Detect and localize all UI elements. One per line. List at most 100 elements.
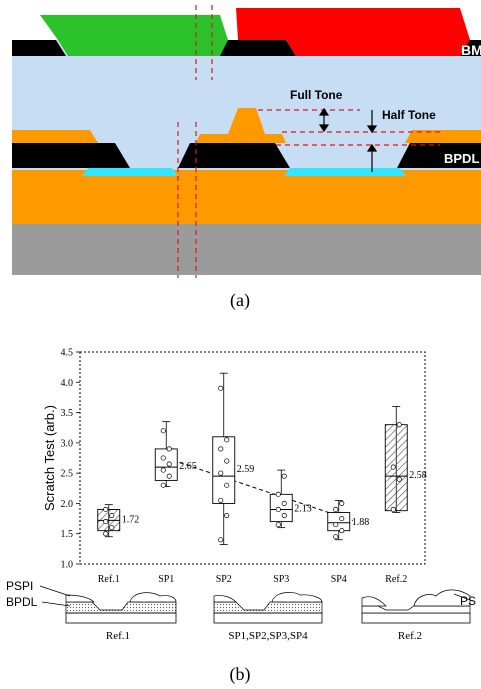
dashed-guides bbox=[177, 5, 440, 278]
tone-arrows bbox=[318, 107, 378, 172]
cyan-strip-left bbox=[82, 168, 178, 176]
pspi-label: PSPI bbox=[6, 579, 33, 593]
sp-bpdl bbox=[213, 601, 323, 614]
bpdl-label: BPDL bbox=[444, 151, 479, 166]
ref1-pspi bbox=[65, 592, 177, 603]
ref2-ps bbox=[361, 589, 471, 607]
y-tick-label-1: 1.5 bbox=[61, 529, 74, 540]
x-tick-label-5: Ref.2 bbox=[385, 574, 407, 585]
box-SP1: 2.65 bbox=[154, 421, 197, 488]
point-SP4-4 bbox=[333, 506, 339, 513]
point-SP3-0 bbox=[275, 522, 281, 528]
y-tick-label-5: 3.5 bbox=[61, 408, 74, 419]
point-Ref.1-3 bbox=[109, 512, 115, 519]
point-Ref.1-4 bbox=[103, 506, 109, 513]
point-SP3-1 bbox=[281, 512, 287, 519]
sp-pspi bbox=[213, 592, 323, 603]
point-SP3-5 bbox=[281, 473, 287, 479]
point-SP1-3 bbox=[166, 461, 172, 467]
point-Ref.2-1 bbox=[396, 476, 402, 482]
point-SP4-1 bbox=[339, 528, 345, 534]
cross-section-diagram: BM Full Tone Half Tone BPDL (a) bbox=[12, 5, 481, 311]
point-SP2-3 bbox=[224, 482, 230, 488]
gray-substrate bbox=[12, 222, 481, 275]
ref2-diagram-label: Ref.2 bbox=[398, 630, 422, 642]
x-tick-label-4: SP4 bbox=[331, 574, 347, 585]
trend-line-group bbox=[166, 457, 353, 522]
point-Ref.2-3 bbox=[396, 422, 402, 428]
box-rect-Ref.2 bbox=[384, 424, 408, 512]
ps-label: PS bbox=[460, 594, 476, 608]
value-label-Ref.1: 1.72 bbox=[122, 514, 140, 525]
x-tick-label-0: Ref.1 bbox=[98, 574, 120, 585]
caption-a: (a) bbox=[230, 290, 250, 311]
caption-b: (b) bbox=[230, 664, 251, 685]
box-rect-SP3 bbox=[269, 493, 293, 523]
point-SP4-3 bbox=[339, 516, 345, 522]
point-SP1-2 bbox=[160, 467, 166, 473]
point-Ref.1-0 bbox=[103, 531, 109, 537]
value-label-SP2: 2.59 bbox=[237, 464, 255, 475]
full-tone-arrow-down bbox=[318, 124, 330, 133]
box-group: 1.72 2.65 2.59 2.13 1.88 2.58 bbox=[97, 372, 427, 546]
point-SP2-4 bbox=[218, 470, 224, 476]
point-SP4-5 bbox=[339, 500, 345, 506]
half-tone-arrow-up bbox=[366, 143, 378, 152]
structure-diagrams: PSPI BPDL PS Ref.1 SP1,SP2,SP3,SP4 Ref.2 bbox=[6, 579, 476, 642]
full-tone-arrow-up bbox=[318, 107, 330, 116]
point-SP1-4 bbox=[160, 455, 166, 461]
scratch-test-chart: 1.0 1.5 2.0 2.5 3.0 3.5 4.0 4.5 Ref.1 SP1 SP2 SP3 S… bbox=[6, 348, 476, 686]
x-tick-label-3: SP3 bbox=[273, 574, 289, 585]
x-tick-label-1: SP1 bbox=[158, 574, 174, 585]
y-axis: 1.0 1.5 2.0 2.5 3.0 3.5 4.0 4.5 bbox=[61, 348, 80, 571]
box-SP2: 2.59 bbox=[212, 372, 255, 546]
point-SP3-2 bbox=[275, 506, 281, 513]
value-label-Ref.2: 2.58 bbox=[409, 470, 427, 481]
pspi-pointer bbox=[39, 585, 71, 597]
ps-pointer bbox=[453, 593, 471, 601]
cyan-strip-right bbox=[284, 168, 406, 176]
point-SP2-6 bbox=[218, 446, 224, 452]
bpdl-layer-left bbox=[12, 143, 130, 168]
y-tick-label-7: 4.5 bbox=[61, 348, 74, 359]
bm-strip-left bbox=[12, 40, 66, 56]
point-SP2-1 bbox=[224, 512, 230, 519]
bm-label: BM bbox=[461, 42, 481, 58]
green-color-filter bbox=[40, 15, 228, 56]
box-Ref.1: 1.72 bbox=[97, 504, 140, 538]
box-rect-SP2 bbox=[212, 436, 236, 504]
point-SP2-2 bbox=[218, 497, 224, 503]
point-SP2-5 bbox=[224, 458, 230, 464]
bm-strip-right bbox=[212, 40, 296, 56]
y-tick-label-0: 1.0 bbox=[61, 560, 74, 571]
point-Ref.2-2 bbox=[390, 464, 396, 470]
orange-bump-left bbox=[12, 130, 98, 143]
ref1-bpdl bbox=[65, 601, 177, 614]
y-tick-label-6: 4.0 bbox=[61, 378, 74, 389]
sp-group-diagram-label: SP1,SP2,SP3,SP4 bbox=[228, 630, 308, 642]
box-rect-SP1 bbox=[154, 448, 178, 481]
ref2-bpdl bbox=[361, 605, 471, 614]
red-color-filter bbox=[236, 8, 470, 56]
bpdl-layer-right bbox=[397, 143, 481, 168]
point-SP3-3 bbox=[281, 500, 287, 506]
y-tick-label-2: 2.0 bbox=[61, 499, 74, 510]
ref2-substrate bbox=[361, 612, 471, 624]
bpdl-diagram-label: BPDL bbox=[6, 595, 38, 609]
point-SP2-0 bbox=[218, 537, 224, 543]
point-SP4-0 bbox=[333, 534, 339, 540]
y-tick-label-4: 3.0 bbox=[61, 438, 74, 449]
box-rect-SP4 bbox=[327, 512, 351, 532]
orange-bump-right bbox=[405, 130, 481, 143]
point-Ref.1-1 bbox=[109, 525, 115, 531]
value-label-SP4: 1.88 bbox=[352, 517, 370, 528]
x-tick-label-2: SP2 bbox=[216, 574, 232, 585]
point-SP1-0 bbox=[160, 482, 166, 488]
point-Ref.1-2 bbox=[103, 519, 109, 525]
point-SP1-5 bbox=[166, 446, 172, 452]
trend-line bbox=[166, 457, 353, 522]
box-SP4: 1.88 bbox=[327, 499, 370, 541]
orange-base-layer bbox=[12, 170, 481, 224]
point-Ref.2-0 bbox=[390, 506, 396, 513]
plot-frame bbox=[79, 351, 426, 565]
